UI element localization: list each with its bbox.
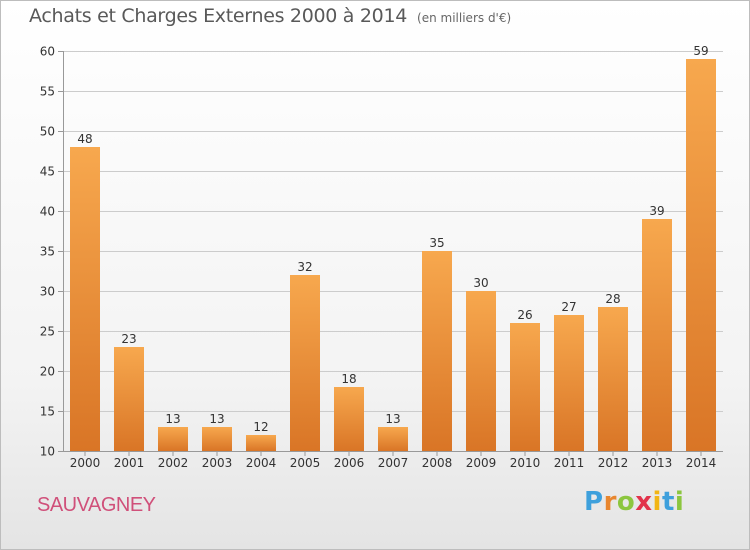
bar-2001[interactable]	[114, 347, 144, 451]
logo-letter: i	[652, 487, 662, 517]
y-tick-label: 40	[40, 205, 55, 219]
bar-2012[interactable]	[598, 307, 628, 451]
bar-2002[interactable]	[158, 427, 188, 451]
x-tick-label: 2005	[290, 456, 321, 470]
y-tick-label: 60	[40, 45, 55, 59]
logo-letter: o	[616, 487, 636, 517]
labels: 10 15 20 25 30 35 40 45 50 55 60 48 2000 23 2001 13 2002…	[40, 44, 717, 470]
x-tick-label: 2012	[598, 456, 629, 470]
data-label: 35	[429, 236, 444, 250]
bar-2011[interactable]	[554, 315, 584, 451]
x-tick-label: 2010	[510, 456, 541, 470]
logo-letter: x	[635, 487, 653, 517]
data-label: 32	[297, 260, 312, 274]
data-label: 28	[605, 292, 620, 306]
bar-2005[interactable]	[290, 275, 320, 451]
data-label: 26	[517, 308, 532, 322]
data-label: 30	[473, 276, 488, 290]
x-tick-label: 2007	[378, 456, 409, 470]
logo-letter: t	[661, 487, 675, 517]
chart-title: Achats et Charges Externes 2000 à 2014 (e…	[29, 5, 511, 27]
logo-letter: r	[603, 487, 617, 517]
bar-2000[interactable]	[70, 147, 100, 451]
bar-2013[interactable]	[642, 219, 672, 451]
bar-2009[interactable]	[466, 291, 496, 451]
logo-letter: P	[584, 487, 604, 517]
y-tick-label: 15	[40, 405, 55, 419]
axes	[58, 51, 723, 456]
y-tick-label: 10	[40, 445, 55, 459]
data-label: 59	[693, 44, 708, 58]
data-label: 12	[253, 420, 268, 434]
bar-2014[interactable]	[686, 59, 716, 451]
bar-2004[interactable]	[246, 435, 276, 451]
x-tick-label: 2008	[422, 456, 453, 470]
x-tick-label: 2014	[686, 456, 717, 470]
x-tick-label: 2003	[202, 456, 233, 470]
x-tick-label: 2000	[70, 456, 101, 470]
chart-title-text: Achats et Charges Externes 2000 à 2014	[29, 5, 408, 27]
y-tick-label: 45	[40, 165, 55, 179]
x-tick-label: 2002	[158, 456, 189, 470]
bars	[70, 59, 716, 451]
bar-2010[interactable]	[510, 323, 540, 451]
y-tick-label: 50	[40, 125, 55, 139]
data-label: 18	[341, 372, 356, 386]
y-tick-label: 25	[40, 325, 55, 339]
chart-unit: (en milliers d'€)	[417, 11, 512, 25]
logo-letter: i	[674, 487, 685, 517]
proxiti-logo[interactable]: Proxiti	[584, 487, 684, 517]
data-label: 13	[165, 412, 180, 426]
x-tick-label: 2009	[466, 456, 497, 470]
bar-2007[interactable]	[378, 427, 408, 451]
data-label: 39	[649, 204, 664, 218]
y-tick-label: 35	[40, 245, 55, 259]
x-tick-label: 2001	[114, 456, 145, 470]
x-tick-label: 2004	[246, 456, 277, 470]
x-tick-label: 2011	[554, 456, 585, 470]
y-tick-label: 30	[40, 285, 55, 299]
x-tick-label: 2013	[642, 456, 673, 470]
data-label: 13	[385, 412, 400, 426]
bar-2008[interactable]	[422, 251, 452, 451]
y-tick-label: 20	[40, 365, 55, 379]
y-tick-label: 55	[40, 85, 55, 99]
bar-2006[interactable]	[334, 387, 364, 451]
data-label: 23	[121, 332, 136, 346]
x-tick-label: 2006	[334, 456, 365, 470]
data-label: 48	[77, 132, 92, 146]
bar-2003[interactable]	[202, 427, 232, 451]
data-label: 27	[561, 300, 576, 314]
data-label: 13	[209, 412, 224, 426]
city-name: SAUVAGNEY	[37, 494, 156, 516]
